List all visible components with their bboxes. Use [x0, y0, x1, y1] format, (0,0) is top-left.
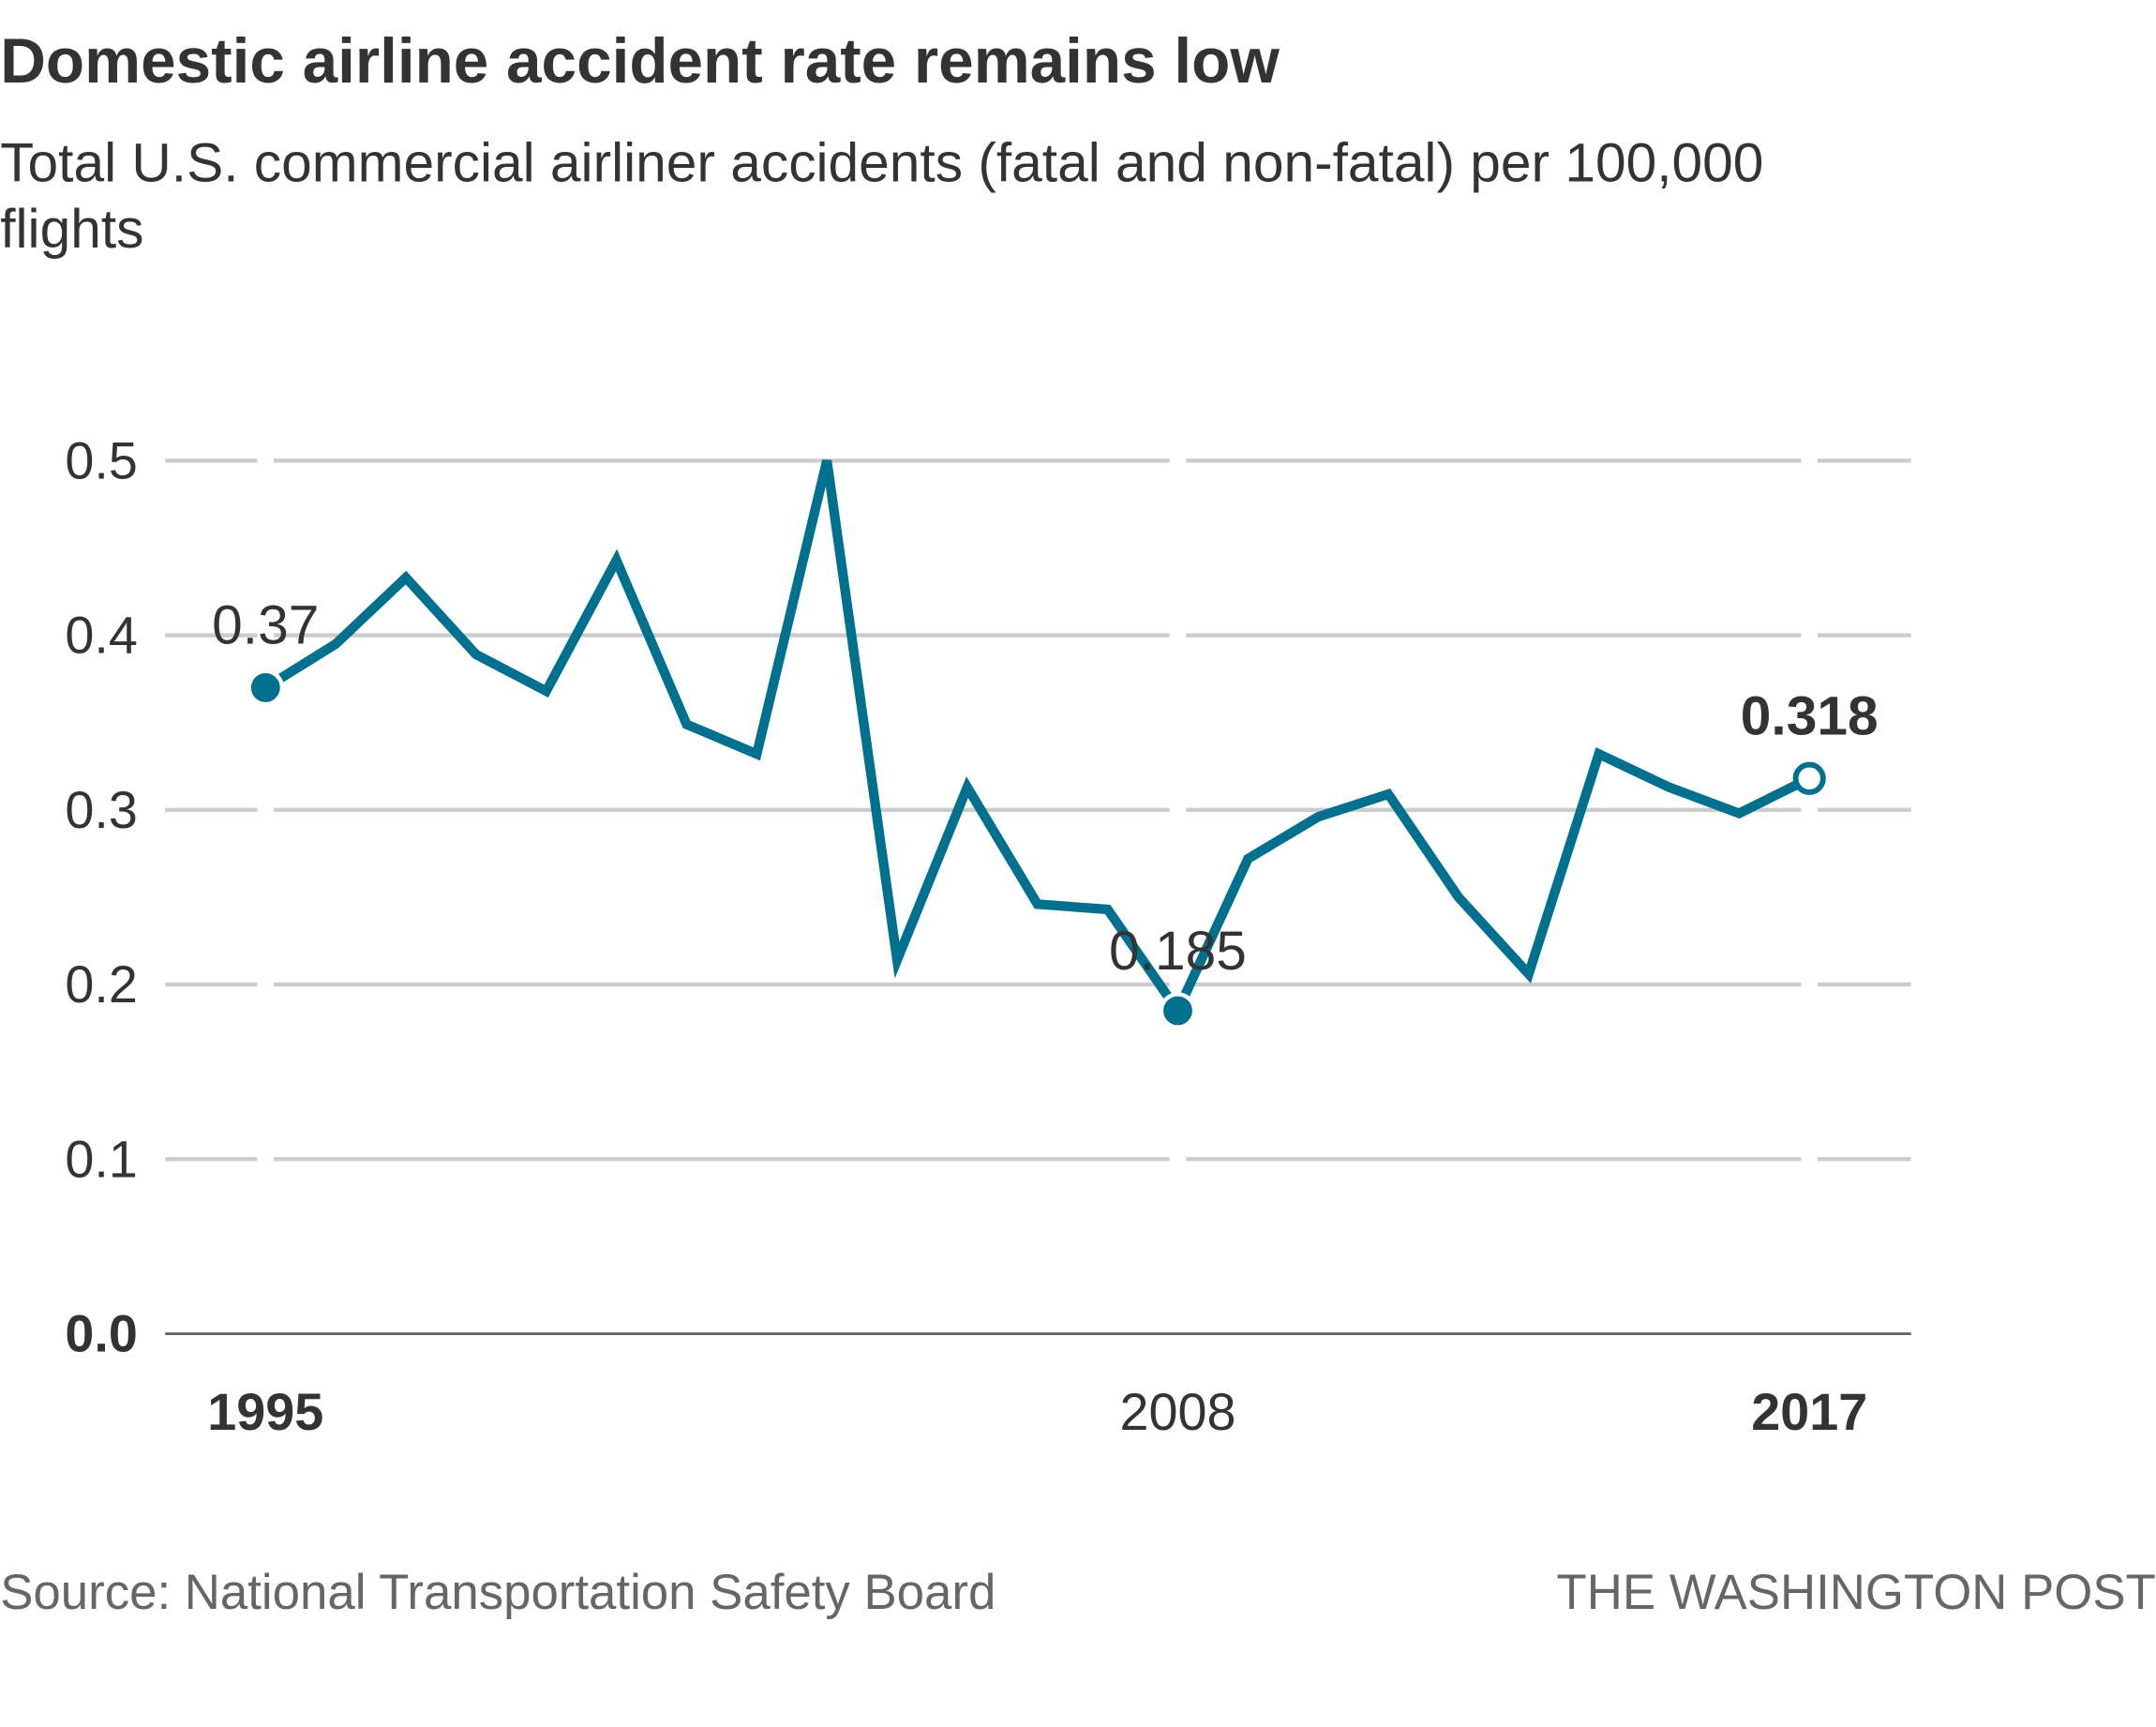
gridline-gap	[257, 631, 275, 639]
gridline-gap	[1801, 631, 1819, 639]
x-axis-ticks: 1995 2008 2017	[207, 1383, 1867, 1441]
annotations: 0.37 0.185 0.318	[212, 594, 1879, 1029]
source-note: Source: National Transportation Safety B…	[0, 1565, 996, 1620]
data-label: 0.185	[1109, 921, 1247, 982]
gridline-gap	[1169, 805, 1187, 815]
gridline-gap	[1801, 456, 1819, 465]
point-marker	[1792, 761, 1826, 795]
y-tick-label: 0.4	[65, 607, 137, 665]
chart-title: Domestic airline accident rate remains l…	[0, 26, 1280, 97]
y-tick-label: 0.3	[65, 781, 137, 839]
gridline-gap	[257, 805, 275, 815]
y-tick-label: 0.5	[65, 431, 137, 489]
gridline-gap	[257, 1154, 275, 1164]
chart-subtitle: Total U.S. commercial airliner accidents…	[0, 133, 1763, 194]
gridline-gap	[1169, 1154, 1187, 1164]
gridline-gap	[1801, 805, 1819, 815]
gridline-gap	[1169, 980, 1187, 989]
y-tick-label: 0.1	[65, 1130, 137, 1188]
gridlines	[165, 456, 1911, 1336]
gridline-gap	[1801, 980, 1819, 989]
y-axis-ticks: 0.0 0.1 0.2 0.3 0.4 0.5	[65, 431, 137, 1362]
series-line	[262, 459, 1812, 1021]
gridline-gap	[1801, 1154, 1819, 1164]
gridline-gap	[1169, 456, 1187, 465]
y-tick-label: 0.2	[65, 955, 137, 1014]
x-tick-label: 2008	[1119, 1383, 1235, 1441]
y-tick-label: 0.0	[65, 1305, 137, 1363]
point-marker	[1159, 992, 1197, 1029]
data-label: 0.318	[1741, 685, 1879, 746]
data-label: 0.37	[212, 594, 319, 655]
chart-subtitle-line2: flights	[0, 199, 143, 260]
gridline-gap	[257, 456, 275, 465]
credit: THE WASHINGTON POST	[1557, 1565, 2156, 1620]
x-tick-label: 1995	[207, 1383, 323, 1441]
point-marker	[247, 668, 285, 707]
x-tick-label: 2017	[1751, 1383, 1867, 1441]
gridline-gap	[257, 980, 275, 989]
gridline-gap	[1169, 631, 1187, 639]
